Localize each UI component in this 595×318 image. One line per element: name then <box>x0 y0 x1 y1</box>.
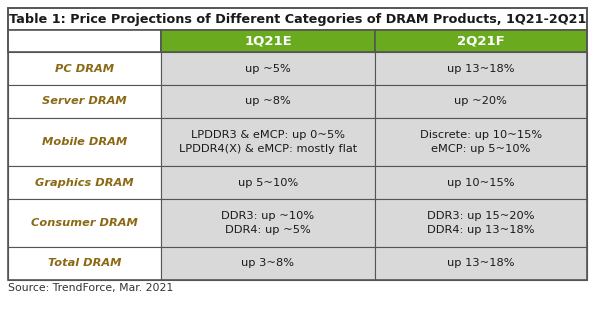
Bar <box>8 8 587 30</box>
Bar <box>8 247 161 280</box>
Bar <box>374 30 587 52</box>
Bar <box>161 166 374 199</box>
Text: Source: TrendForce, Mar. 2021: Source: TrendForce, Mar. 2021 <box>8 283 173 293</box>
Bar <box>161 85 374 118</box>
Bar <box>161 247 374 280</box>
Text: up ~5%: up ~5% <box>245 64 291 73</box>
Bar <box>374 85 587 118</box>
Text: 2Q21F: 2Q21F <box>457 34 505 47</box>
Bar <box>8 166 161 199</box>
Text: Discrete: up 10~15%
eMCP: up 5~10%: Discrete: up 10~15% eMCP: up 5~10% <box>419 130 542 154</box>
Bar <box>8 8 587 280</box>
Bar <box>161 52 374 85</box>
Text: up 5~10%: up 5~10% <box>238 177 298 188</box>
Bar <box>8 199 161 247</box>
Text: up ~20%: up ~20% <box>455 96 507 107</box>
Text: Graphics DRAM: Graphics DRAM <box>36 177 134 188</box>
Text: Table 1: Price Projections of Different Categories of DRAM Products, 1Q21-2Q21: Table 1: Price Projections of Different … <box>9 12 586 25</box>
Text: up ~8%: up ~8% <box>245 96 291 107</box>
Text: up 13~18%: up 13~18% <box>447 259 515 268</box>
Text: Mobile DRAM: Mobile DRAM <box>42 137 127 147</box>
Bar <box>374 52 587 85</box>
Text: TRENDFORCE: TRENDFORCE <box>180 149 409 177</box>
Bar <box>8 85 161 118</box>
Text: LPDDR3 & eMCP: up 0~5%
LPDDR4(X) & eMCP: mostly flat: LPDDR3 & eMCP: up 0~5% LPDDR4(X) & eMCP:… <box>179 130 357 154</box>
Bar <box>161 30 374 52</box>
Bar <box>161 118 374 166</box>
Bar <box>8 30 161 52</box>
Bar <box>374 247 587 280</box>
Text: up 10~15%: up 10~15% <box>447 177 515 188</box>
Bar <box>8 118 161 166</box>
Text: DDR3: up 15~20%
DDR4: up 13~18%: DDR3: up 15~20% DDR4: up 13~18% <box>427 211 534 235</box>
Text: up 13~18%: up 13~18% <box>447 64 515 73</box>
Text: Server DRAM: Server DRAM <box>42 96 127 107</box>
Bar <box>161 199 374 247</box>
Text: Total DRAM: Total DRAM <box>48 259 121 268</box>
Bar <box>8 52 161 85</box>
Text: 1Q21E: 1Q21E <box>244 34 292 47</box>
Text: up 3~8%: up 3~8% <box>242 259 295 268</box>
Text: Consumer DRAM: Consumer DRAM <box>32 218 138 228</box>
Bar <box>374 166 587 199</box>
Bar <box>374 118 587 166</box>
Bar <box>374 199 587 247</box>
Text: PC DRAM: PC DRAM <box>55 64 114 73</box>
Text: DDR3: up ~10%
DDR4: up ~5%: DDR3: up ~10% DDR4: up ~5% <box>221 211 315 235</box>
